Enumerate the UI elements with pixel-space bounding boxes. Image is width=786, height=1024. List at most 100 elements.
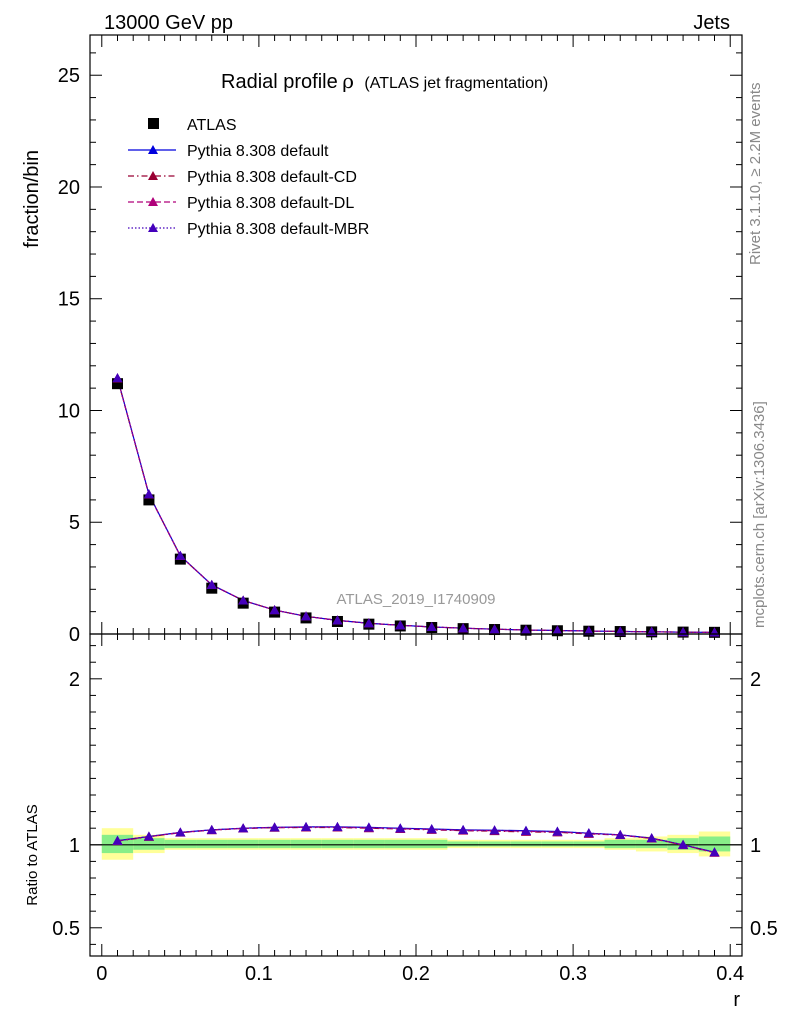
band-inner [258, 839, 291, 849]
mc-point [206, 579, 217, 589]
mc-point [301, 611, 312, 621]
ratio-y-tick-label: 1 [69, 835, 80, 857]
legend-marker [148, 171, 158, 180]
ratio-point [301, 822, 312, 832]
legend-label: Pythia 8.308 default-MBR [187, 221, 369, 238]
x-tick-label: 0 [96, 963, 107, 985]
band-inner [290, 839, 322, 849]
ratio-point [552, 826, 563, 836]
ratio-point [238, 823, 249, 833]
legend-marker [148, 223, 158, 232]
mc-point [552, 625, 563, 635]
title-sub: (ATLAS jet fragmentation) [364, 75, 548, 92]
ratio-point [143, 831, 154, 841]
mc-point [143, 489, 154, 499]
ratio-series-lines [117, 826, 715, 854]
y-tick-label: 5 [69, 512, 80, 534]
header-right: Jets [693, 12, 730, 34]
x-tick-label: 0.1 [245, 963, 273, 985]
ratio-point [332, 822, 343, 832]
mc-point [269, 605, 280, 615]
atlas-point [111, 378, 123, 390]
ratio-point [489, 825, 500, 835]
atlas-point [143, 494, 155, 506]
x-tick-label: 0.4 [716, 963, 744, 985]
band-inner [604, 839, 636, 849]
header-left: 13000 GeV pp [104, 12, 233, 34]
band-inner [164, 839, 197, 849]
ratio-point [520, 826, 531, 836]
band-inner [416, 839, 448, 849]
y-tick-label: 15 [58, 289, 80, 311]
mc-point [520, 624, 531, 634]
ratio-point [363, 822, 374, 832]
mc-point [332, 615, 343, 625]
band-inner [541, 841, 574, 847]
main-ylabel: fraction/bin [21, 150, 43, 248]
ratio-point [646, 833, 657, 843]
mc-point [363, 618, 374, 628]
band-inner [510, 841, 542, 847]
title-rho: ρ [342, 69, 354, 93]
ratio-point [615, 829, 626, 839]
rivet-note: Rivet 3.1.10, ≥ 2.2M events [747, 83, 764, 266]
band-inner [133, 838, 165, 850]
x-tick-label: 0.2 [402, 963, 430, 985]
ratio-series-line [117, 826, 715, 853]
ratio-point [709, 847, 720, 857]
ratio-point [583, 828, 594, 838]
ratio-y-tick-label-right: 0.5 [750, 918, 778, 940]
band-inner [196, 839, 228, 849]
y-tick-label: 25 [58, 65, 80, 87]
title-main: Radial profile [221, 71, 338, 93]
analysis-watermark: ATLAS_2019_I1740909 [336, 591, 495, 608]
mc-point [489, 624, 500, 634]
mc-point [583, 626, 594, 636]
ratio-point [458, 825, 469, 835]
legend-label: Pythia 8.308 default-CD [187, 169, 357, 186]
band-inner [698, 836, 731, 852]
mcplots-note: mcplots.cern.ch [arXiv:1306.3436] [751, 401, 768, 628]
legend-marker-atlas [148, 118, 159, 129]
ratio-y-tick-label-right: 1 [750, 835, 761, 857]
band-inner [353, 839, 385, 849]
band-inner [447, 841, 479, 847]
ratio-plot-frame [89, 633, 743, 957]
y-tick-label: 0 [69, 624, 80, 646]
band-inner [227, 839, 259, 849]
y-tick-label: 20 [58, 177, 80, 199]
legend-label: Pythia 8.308 default [187, 143, 329, 160]
ratio-y-tick-label-right: 2 [750, 669, 761, 691]
mc-point [112, 373, 123, 383]
ratio-point [269, 822, 280, 832]
mc-point [238, 595, 249, 605]
band-inner [321, 839, 354, 849]
band-inner [635, 839, 668, 849]
x-tick-label: 0.3 [559, 963, 587, 985]
ratio-point [678, 839, 689, 849]
y-tick-label: 10 [58, 400, 80, 422]
tick-labels: 0 0.1 0.2 0.3 0.4 0 5 10 15 20 25 0.5 0.5 1 1 2 2 [52, 65, 778, 985]
ratio-point [112, 835, 123, 845]
ratio-point [206, 824, 217, 834]
mc-point [426, 621, 437, 631]
ratio-series-markers [112, 821, 720, 857]
band-inner [478, 841, 511, 847]
legend-label: Pythia 8.308 default-DL [187, 195, 354, 212]
legend: ATLAS Pythia 8.308 default Pythia 8.308 de… [128, 117, 369, 238]
legend-label: ATLAS [187, 117, 237, 134]
ratio-y-tick-label: 2 [69, 669, 80, 691]
ratio-uncertainty-bands [90, 828, 742, 860]
main-title: Radial profile ρ (ATLAS jet fragmentatio… [221, 69, 548, 93]
mc-point [395, 620, 406, 630]
ratio-y-tick-label: 0.5 [52, 918, 80, 940]
ratio-point [395, 823, 406, 833]
mc-point [615, 626, 626, 636]
mc-point [458, 623, 469, 633]
mc-point [175, 550, 186, 560]
ratio-xlabel: r [733, 989, 740, 1011]
ratio-ylabel: Ratio to ATLAS [24, 804, 41, 905]
band-inner [384, 839, 416, 849]
